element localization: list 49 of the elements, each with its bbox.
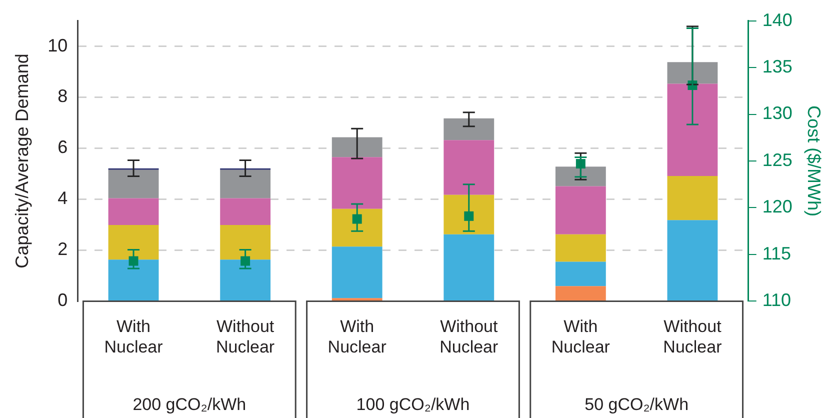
y-tick-label: 10 bbox=[48, 35, 68, 56]
x-tick-label: Without Nuclear bbox=[216, 317, 275, 356]
bar bbox=[332, 246, 382, 298]
bar bbox=[667, 176, 718, 220]
y2-tick-label: 130 bbox=[762, 103, 792, 124]
bar bbox=[108, 170, 159, 198]
y-tick-label: 6 bbox=[58, 137, 68, 158]
y-tick-label: 4 bbox=[58, 188, 68, 208]
y2-axis-title: Cost ($/MWh) bbox=[804, 105, 824, 217]
bar bbox=[332, 157, 382, 209]
bar bbox=[555, 166, 606, 186]
bar bbox=[555, 234, 606, 262]
y-tick-label: 2 bbox=[58, 239, 68, 260]
y2-tick-label: 120 bbox=[762, 196, 792, 217]
y-axis-title: Capacity/Average Demand bbox=[12, 54, 32, 268]
bar bbox=[444, 118, 494, 140]
y-tick-label: 0 bbox=[58, 290, 68, 310]
x-tick-label: Without Nuclear bbox=[663, 317, 722, 356]
y2-tick-label: 110 bbox=[762, 290, 792, 310]
x-tick-label: With Nuclear bbox=[104, 317, 164, 356]
bar bbox=[444, 194, 494, 234]
y2-tick-label: 140 bbox=[762, 10, 792, 30]
text: 100 gCO₂/kWh bbox=[356, 395, 470, 414]
bar bbox=[555, 262, 606, 286]
x-tick-label: Without Nuclear bbox=[440, 317, 499, 356]
bar bbox=[667, 84, 718, 176]
text: 50 gCO₂/kWh bbox=[584, 395, 689, 414]
bar bbox=[220, 224, 271, 260]
y2-tick-label: 125 bbox=[762, 150, 792, 170]
bar bbox=[220, 260, 271, 300]
y2-tick-label: 135 bbox=[762, 56, 792, 76]
bar bbox=[667, 220, 718, 300]
bar bbox=[220, 198, 271, 225]
bar bbox=[220, 170, 271, 198]
bar bbox=[444, 234, 494, 300]
bar bbox=[108, 198, 159, 225]
bar bbox=[555, 286, 606, 300]
x-tick-label: With Nuclear bbox=[551, 317, 610, 356]
y-tick-label: 8 bbox=[58, 86, 68, 106]
y2-tick-label: 115 bbox=[762, 243, 792, 264]
bar bbox=[555, 186, 606, 234]
bar bbox=[332, 137, 382, 158]
bar bbox=[667, 62, 718, 84]
bar bbox=[108, 260, 159, 300]
bar bbox=[444, 140, 494, 195]
x-tick-label: With Nuclear bbox=[328, 317, 387, 356]
bar bbox=[332, 208, 382, 247]
text: 200 gCO₂/kWh bbox=[132, 395, 246, 414]
bar bbox=[108, 224, 159, 260]
